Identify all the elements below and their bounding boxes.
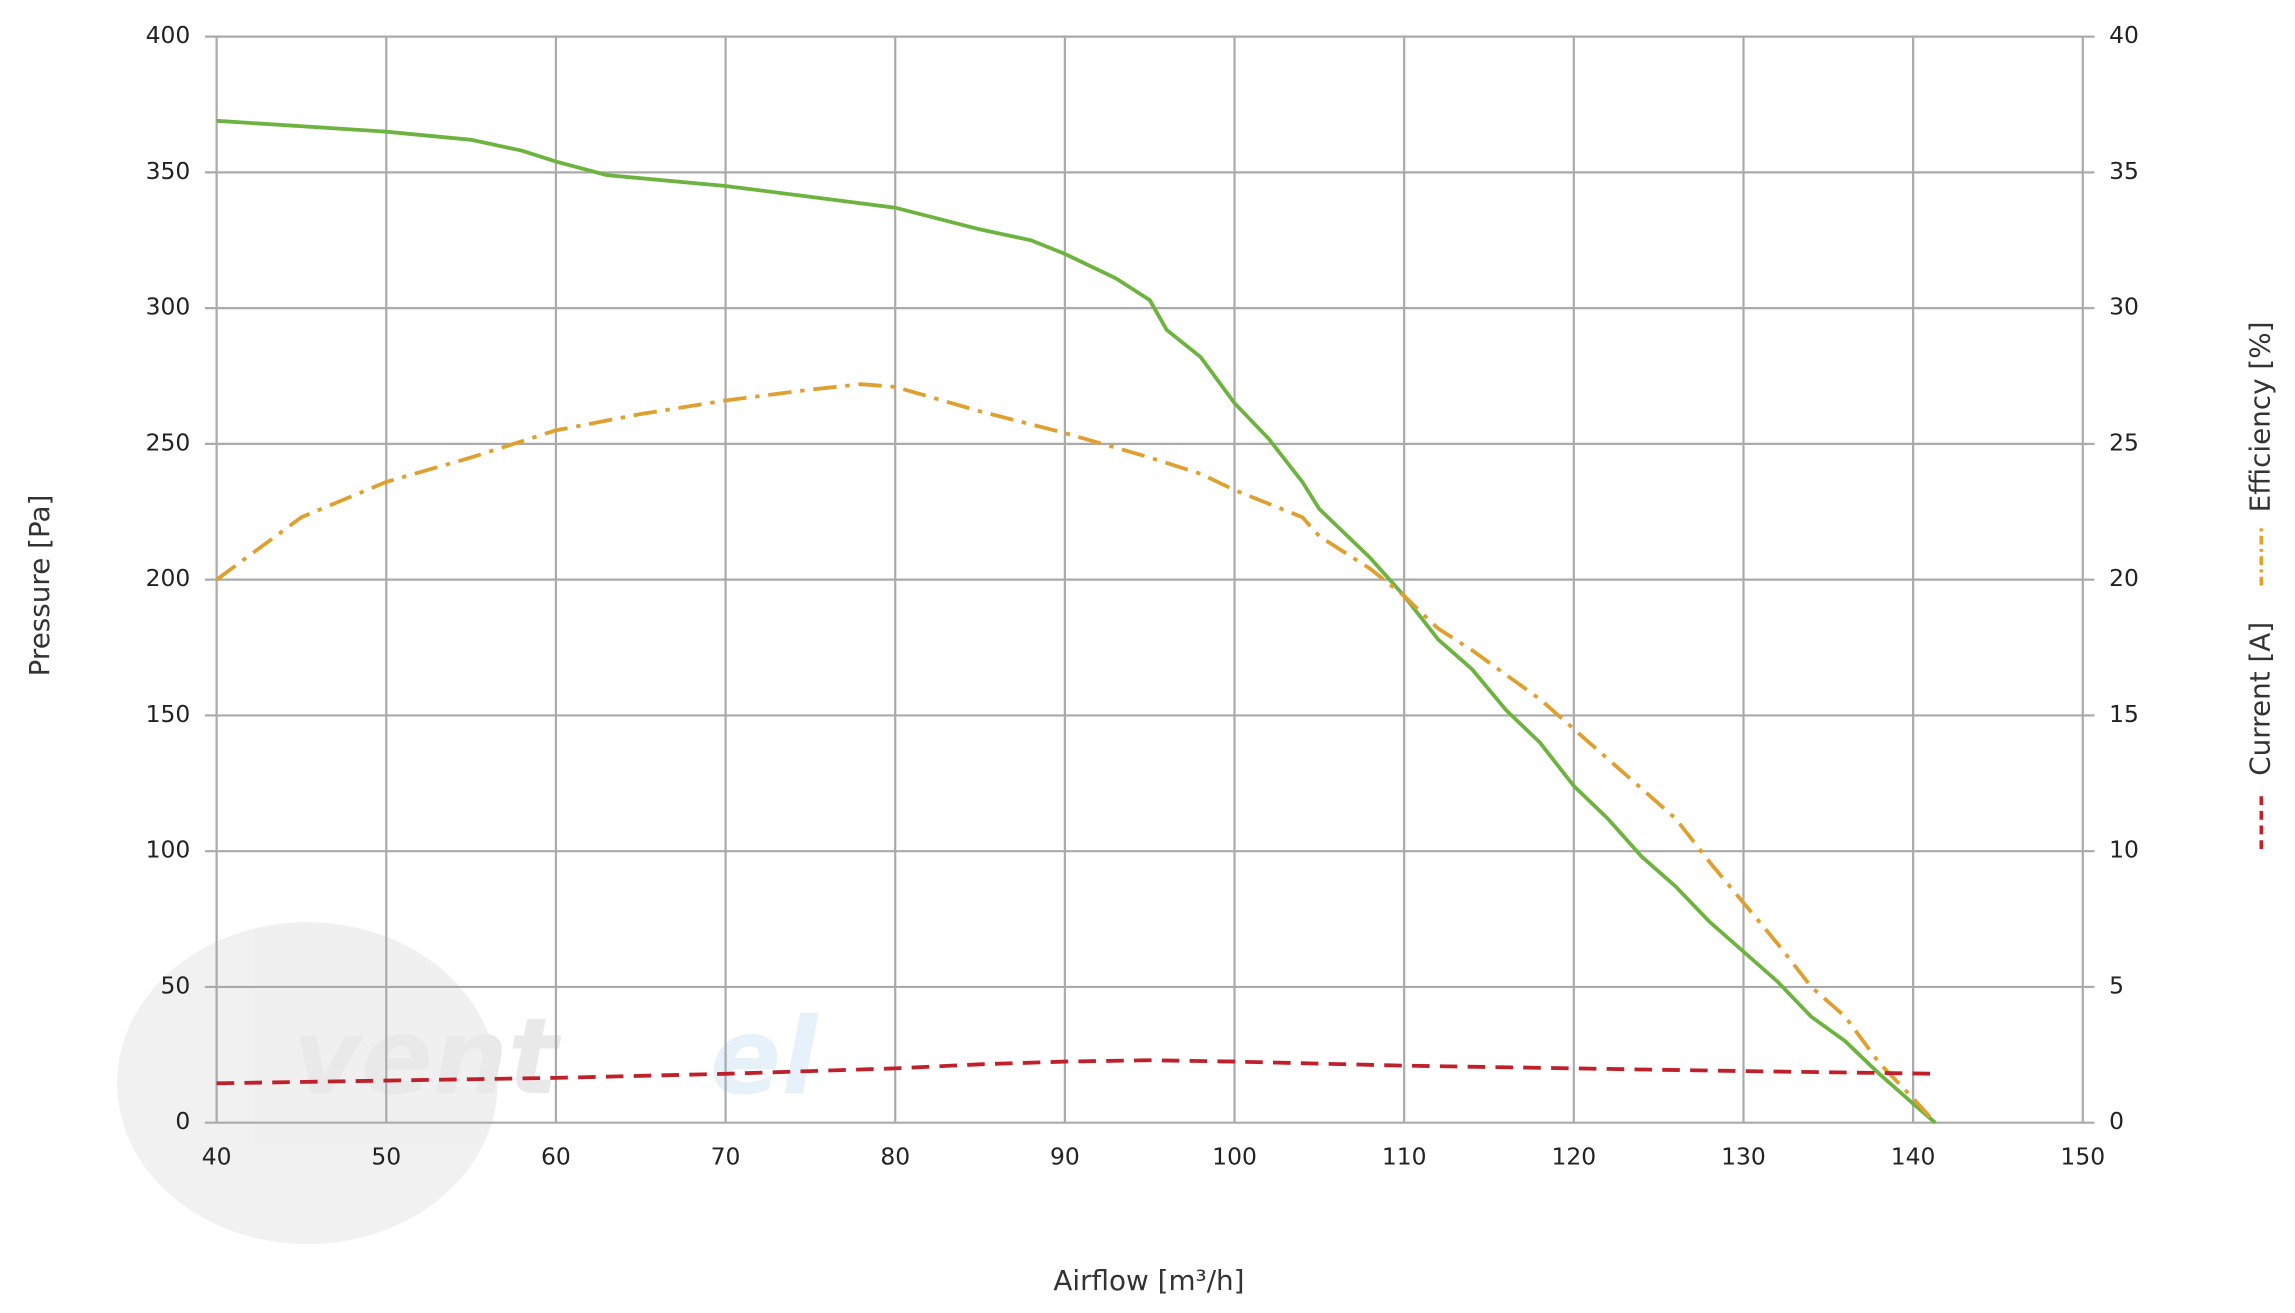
y2-tick-label: 5	[2109, 971, 2124, 999]
x-tick-label: 100	[1212, 1142, 1257, 1170]
y-tick-label: 300	[146, 293, 191, 321]
y2-tick-label: 25	[2109, 428, 2139, 456]
x-tick-label: 60	[541, 1142, 571, 1170]
y-tick-label: 200	[146, 564, 191, 592]
legend-label: Efficiency [%]	[2243, 321, 2276, 512]
y2-tick-label: 20	[2109, 564, 2139, 592]
y-tick-label: 150	[146, 700, 191, 728]
x-tick-label: 110	[1382, 1142, 1427, 1170]
series-line	[215, 382, 1937, 1124]
y-tick-label: 0	[175, 1107, 190, 1135]
x-tick-label: 90	[1050, 1142, 1080, 1170]
y2-tick-label: 35	[2109, 157, 2139, 185]
y2-tick-label: 10	[2109, 836, 2139, 864]
y-tick-label: 250	[146, 428, 191, 456]
svg-text:vent: vent	[293, 995, 562, 1118]
svg-text:el: el	[710, 995, 819, 1118]
x-tick-label: 40	[202, 1142, 232, 1170]
y2-tick-label: 40	[2109, 21, 2139, 49]
x-tick-label: 140	[1891, 1142, 1936, 1170]
y-tick-label: 350	[146, 157, 191, 185]
series-line	[216, 1058, 1939, 1086]
y-axis-title: Pressure [Pa]	[23, 495, 56, 677]
x-tick-label: 150	[2060, 1142, 2105, 1170]
x-tick-label: 80	[880, 1142, 910, 1170]
x-tick-label: 120	[1551, 1142, 1596, 1170]
legend-label: Current [A]	[2243, 622, 2276, 776]
y2-tick-label: 15	[2109, 700, 2139, 728]
y-tick-label: 50	[160, 971, 190, 999]
y-tick-label: 100	[146, 836, 191, 864]
x-tick-label: 50	[371, 1142, 401, 1170]
x-tick-label: 70	[711, 1142, 741, 1170]
y-tick-label: 400	[146, 21, 191, 49]
x-tick-label: 130	[1721, 1142, 1766, 1170]
series-line	[216, 118, 1937, 1125]
y2-tick-label: 30	[2109, 293, 2139, 321]
y2-tick-label: 0	[2109, 1107, 2124, 1135]
x-axis-title: Airflow [m³/h]	[1053, 1264, 1244, 1297]
